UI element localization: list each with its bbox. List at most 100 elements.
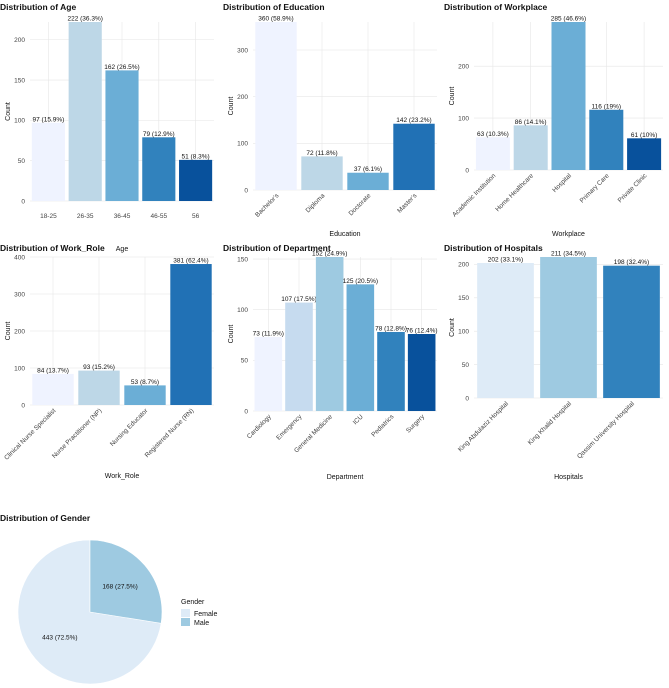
data-label: 162 (26.5%): [104, 64, 139, 71]
data-label: 93 (15.2%): [83, 364, 115, 371]
bar-icu: [346, 284, 375, 411]
y-tick-label: 100: [237, 307, 248, 314]
bar-registered-nurse-rn-: [170, 264, 212, 405]
bar-home-healthcare: [513, 125, 548, 170]
data-label: 381 (62.4%): [173, 258, 208, 265]
y-tick-label: 150: [237, 256, 248, 263]
y-tick-label: 200: [237, 94, 248, 101]
x-tick-label: Doctorate: [348, 192, 373, 217]
chart-title: Distribution of Department: [223, 243, 331, 253]
y-tick-label: 150: [14, 77, 25, 84]
x-tick-label: King Abdulaziz Hospital: [457, 400, 510, 453]
slice-label: 443 (72.5%): [42, 635, 77, 642]
legend-label-male: Male: [194, 620, 209, 627]
data-label: 78 (12.8%): [375, 325, 407, 332]
y-tick-label: 200: [458, 262, 469, 269]
y-tick-label: 400: [14, 254, 25, 261]
bar-doctorate: [347, 172, 389, 190]
data-label: 79 (12.9%): [143, 131, 175, 138]
chart-title: Distribution of Workplace: [444, 2, 548, 12]
data-label: 285 (46.6%): [551, 16, 586, 23]
bar-pediatrics: [377, 331, 405, 411]
x-tick-label: 46-55: [150, 213, 167, 220]
chart-title: Distribution of Hospitals: [444, 243, 543, 253]
data-label: 198 (32.4%): [614, 259, 649, 266]
y-axis-title: Count: [228, 325, 235, 344]
data-label: 73 (11.9%): [253, 331, 284, 338]
x-tick-label: Bachelor's: [254, 192, 281, 219]
x-tick-label: 36-45: [114, 213, 131, 220]
y-tick-label: 50: [241, 358, 249, 365]
y-tick-label: 0: [244, 408, 248, 415]
x-tick-label: Cardiology: [246, 413, 273, 440]
bar-master-s: [393, 123, 435, 190]
data-label: 142 (23.2%): [396, 117, 431, 124]
x-tick-label: 18-25: [40, 213, 57, 220]
chart-title: Distribution of Gender: [0, 513, 91, 523]
bar-qassim-university-hospital: [603, 265, 660, 398]
x-tick-label: Master's: [396, 192, 419, 215]
y-axis-title: Count: [449, 87, 456, 106]
bar-chart-1: Distribution of Age 0 50 100 150 200 97 (15.9%…: [0, 2, 214, 253]
y-tick-label: 200: [14, 328, 25, 335]
data-label: 222 (36.3%): [67, 16, 102, 23]
x-axis-title: Department: [327, 474, 364, 481]
x-tick-label: Emergency: [275, 413, 304, 442]
bar-56: [179, 159, 213, 201]
bar-cardiology: [254, 337, 283, 411]
legend-swatch-male: [181, 618, 190, 626]
chart-title: Distribution of Work_Role: [0, 243, 105, 253]
bar-chart-3: Distribution of Workplace 0 100 200 63 (10.3…: [444, 2, 663, 238]
bar-clinical-nurse-specialist: [32, 373, 74, 405]
x-tick-label: Nurse Practitioner (NP): [51, 407, 103, 459]
data-label: 211 (34.5%): [551, 251, 586, 258]
y-tick-label: 0: [21, 198, 25, 205]
bar-36-45: [105, 70, 139, 201]
legend-title: Gender: [181, 599, 205, 606]
x-tick-label: Clinical Nurse Specialist: [3, 407, 57, 461]
y-tick-label: 300: [237, 47, 248, 54]
y-tick-label: 150: [458, 295, 469, 302]
y-tick-label: 50: [462, 362, 470, 369]
x-tick-label: Nursing Educator: [109, 407, 150, 448]
y-tick-label: 0: [465, 395, 469, 402]
chart-title: Distribution of Age: [0, 2, 76, 12]
bar-king-abdulaziz-hospital: [477, 263, 534, 398]
bar-chart-4: Distribution of Work_Role 0 100 200 300 400 84…: [0, 243, 214, 480]
bar-king-khalid-hospital: [540, 257, 597, 398]
data-label: 84 (13.7%): [37, 367, 69, 374]
x-tick-label: 26-35: [77, 213, 94, 220]
y-tick-label: 200: [458, 63, 469, 70]
bar-private-clinic: [627, 138, 662, 170]
x-axis-title: Age: [116, 246, 129, 253]
y-tick-label: 100: [237, 141, 248, 148]
data-label: 76 (12.4%): [406, 328, 438, 335]
y-tick-label: 100: [458, 115, 469, 122]
y-tick-label: 0: [465, 167, 469, 174]
x-tick-label: 56: [192, 213, 200, 220]
bar-bachelor-s: [255, 22, 297, 190]
x-axis-title: Workplace: [552, 231, 585, 238]
bar-primary-care: [589, 109, 624, 170]
y-axis-title: Count: [5, 102, 12, 121]
x-tick-label: Hospital: [551, 172, 573, 194]
x-axis-title: Work_Role: [105, 473, 140, 480]
x-tick-label: Registered Nurse (RN): [144, 407, 196, 459]
pie-chart: Distribution of Gender 443 (72.5%) 168 (27…: [0, 513, 217, 685]
data-label: 125 (20.5%): [343, 278, 378, 285]
legend-label-female: Female: [194, 611, 217, 618]
x-tick-label: ICU: [352, 413, 365, 426]
x-tick-label: Qassim University Hospital: [576, 400, 636, 460]
x-tick-label: Home Healthcare: [494, 172, 535, 213]
data-label: 37 (6.1%): [354, 166, 382, 173]
legend: Gender Female Male: [181, 599, 217, 627]
x-axis-title: Hospitals: [554, 474, 583, 481]
bar-general-medicine: [315, 257, 344, 411]
y-axis-title: Count: [5, 322, 12, 341]
data-label: 202 (33.1%): [488, 257, 523, 264]
y-tick-label: 100: [14, 118, 25, 125]
x-tick-label: Pediatrics: [370, 413, 396, 439]
pie-slice-male: [89, 539, 163, 624]
bar-chart-5: Distribution of Department 0 50 100 150 73 (1…: [223, 243, 438, 481]
x-tick-label: King Khalid Hospital: [527, 400, 573, 446]
